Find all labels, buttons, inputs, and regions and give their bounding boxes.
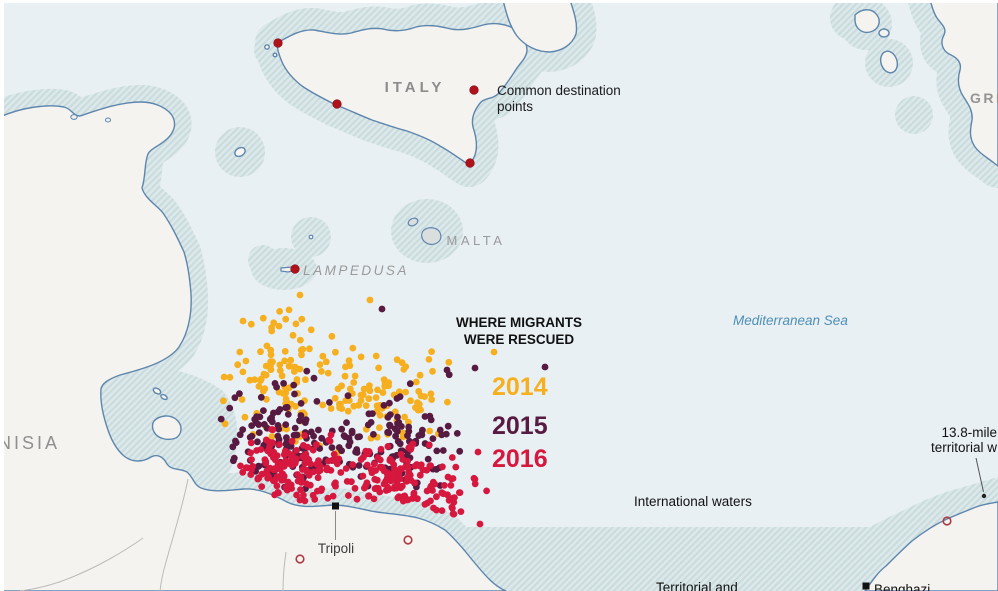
- small-islands: [280, 217, 442, 273]
- town-open-circles: [295, 516, 952, 564]
- tripoli-square-marker: [332, 502, 339, 510]
- greece-land: [929, 0, 998, 167]
- malta-island: [421, 227, 442, 246]
- legend-year-2015: 2015: [492, 412, 548, 440]
- africa-east-land: [864, 501, 998, 591]
- map-labels: ITALY GRE MALTA LAMPEDUSA NISIA Mediterr…: [0, 79, 998, 591]
- africa-west-land: [0, 101, 507, 591]
- rescue-dots: [217, 291, 549, 528]
- benghazi-label: Benghazi: [874, 582, 930, 591]
- benghazi-square-marker: [862, 582, 870, 590]
- greece-label: GRE: [970, 90, 998, 106]
- territorial-note-line2: territorial w: [931, 440, 997, 455]
- city-markers: [332, 457, 987, 590]
- territorial-note-leader-dot: [981, 493, 987, 499]
- legend-year-2016: 2016: [492, 445, 548, 473]
- legend-title-line2: WERE RESCUED: [464, 332, 575, 347]
- calabria-land: [502, 0, 578, 53]
- common-destination-label-line1: Common destination: [497, 83, 621, 98]
- legend-title-line1: WHERE MIGRANTS: [456, 315, 582, 330]
- territorial-bottom-label: Territorial and: [656, 580, 738, 591]
- malta-label: MALTA: [447, 233, 506, 248]
- tunisia-label: NISIA: [0, 433, 60, 453]
- legend-year-2014: 2014: [492, 373, 548, 401]
- coastal-lagoons: [70, 114, 112, 123]
- sicily-land: [276, 22, 528, 166]
- international-waters-label: International waters: [634, 494, 752, 509]
- italy-label: ITALY: [385, 79, 446, 96]
- territorial-note-leader-line: [975, 457, 984, 493]
- tripoli-label: Tripoli: [318, 541, 354, 556]
- lampedusa-label: LAMPEDUSA: [303, 263, 409, 278]
- destination-point-dots: [273, 38, 479, 274]
- linosa-island: [308, 234, 314, 240]
- territorial-note-line1: 13.8-mile: [941, 425, 997, 440]
- common-destination-label-line2: points: [497, 99, 533, 114]
- gozo-island: [407, 217, 419, 227]
- mediterranean-sea-label: Mediterranean Sea: [733, 313, 848, 328]
- country-borders: [19, 478, 287, 591]
- rescue-dots-2016: [237, 426, 490, 528]
